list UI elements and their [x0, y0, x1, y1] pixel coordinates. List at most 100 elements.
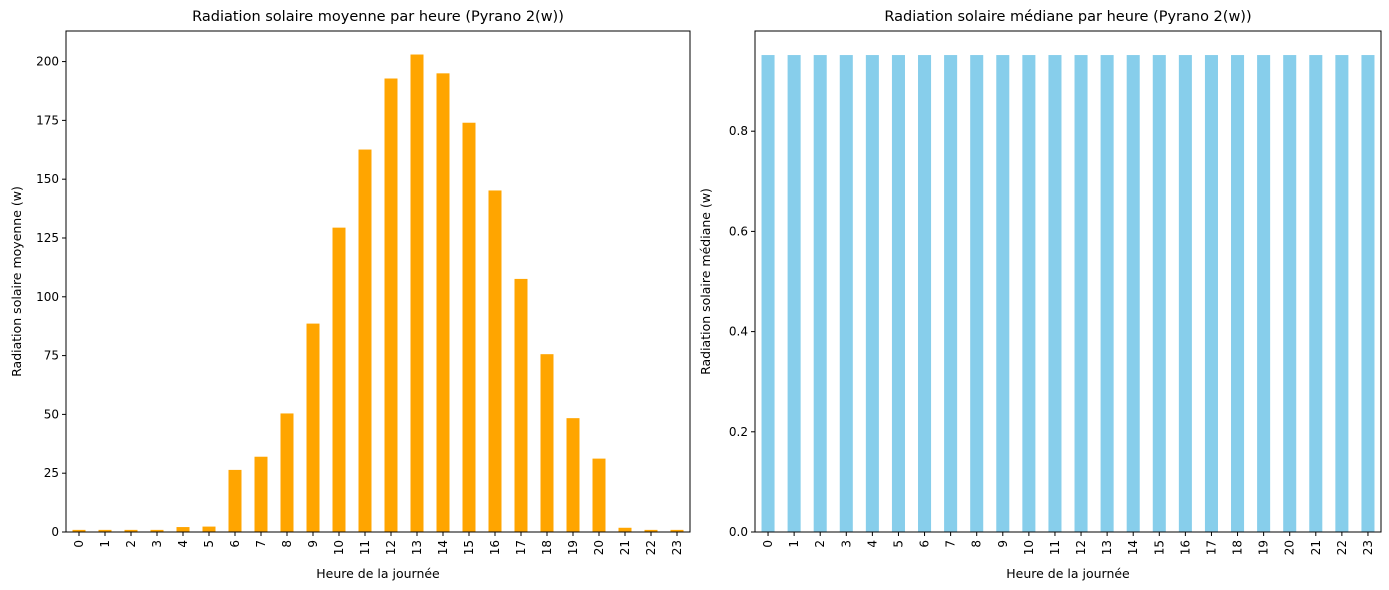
x-tick-label: 12 — [1074, 540, 1088, 555]
bar-hour-14 — [1126, 55, 1140, 533]
bar-hour-16 — [488, 190, 502, 532]
x-tick-label: 18 — [540, 540, 554, 555]
bar-hour-6 — [918, 55, 932, 533]
x-tick-label: 14 — [436, 540, 450, 555]
x-tick-label: 8 — [970, 540, 984, 548]
bar-hour-9 — [996, 55, 1010, 533]
bar-hour-22 — [1335, 55, 1349, 533]
x-tick-label: 16 — [488, 540, 502, 555]
chart-title: Radiation solaire moyenne par heure (Pyr… — [192, 9, 564, 25]
bar-hour-0 — [761, 55, 775, 533]
bar-hour-4 — [176, 527, 190, 532]
x-tick-label: 14 — [1126, 540, 1140, 555]
bar-hour-18 — [540, 354, 554, 532]
x-tick-label: 9 — [996, 540, 1010, 548]
bar-hour-2 — [124, 529, 138, 532]
bar-hour-23 — [670, 529, 684, 532]
x-tick-label: 4 — [865, 540, 879, 548]
bar-hour-3 — [150, 529, 164, 532]
x-tick-label: 20 — [592, 540, 606, 555]
x-tick-label: 11 — [1048, 540, 1062, 555]
bar-hour-14 — [436, 73, 450, 532]
bar-hour-20 — [1283, 55, 1297, 533]
x-tick-label: 5 — [891, 540, 905, 548]
bar-hour-1 — [787, 55, 801, 533]
x-tick-label: 13 — [1100, 540, 1114, 555]
bar-hour-6 — [228, 469, 242, 532]
y-tick-label: 0.8 — [729, 124, 748, 138]
y-tick-label: 125 — [36, 231, 59, 245]
x-tick-label: 6 — [918, 540, 932, 548]
x-tick-label: 10 — [332, 540, 346, 555]
x-tick-label: 17 — [1204, 540, 1218, 555]
x-tick-label: 6 — [228, 540, 242, 548]
bar-hour-22 — [644, 529, 658, 532]
bar-hour-4 — [865, 55, 879, 533]
x-tick-label: 9 — [306, 540, 320, 548]
bar-hour-9 — [306, 323, 320, 532]
y-tick-label: 100 — [36, 290, 59, 304]
bar-hour-3 — [839, 55, 853, 533]
bar-hour-13 — [1100, 55, 1114, 533]
plot-frame — [754, 30, 1382, 533]
bar-hour-10 — [1022, 55, 1036, 533]
chart-title: Radiation solaire médiane par heure (Pyr… — [884, 9, 1251, 25]
bar-hour-8 — [970, 55, 984, 533]
bar-hour-20 — [592, 458, 606, 532]
chart-mean-radiation: 0 1 2 3 4 5 6 7 8 9 10 11 12 13 14 15 16 17 18 19 20 21 22 2302… — [9, 9, 691, 581]
y-tick-label: 50 — [44, 407, 59, 421]
x-tick-label: 0 — [72, 540, 86, 548]
bar-hour-7 — [944, 55, 958, 533]
x-tick-label: 3 — [839, 540, 853, 548]
bar-hour-7 — [254, 456, 268, 532]
bar-hour-16 — [1178, 55, 1192, 533]
x-tick-label: 7 — [254, 540, 268, 548]
y-tick-label: 200 — [36, 55, 59, 69]
x-tick-label: 2 — [813, 540, 827, 548]
bar-hour-15 — [1152, 55, 1166, 533]
x-tick-label: 7 — [944, 540, 958, 548]
x-tick-label: 19 — [566, 540, 580, 555]
bar-hour-23 — [1361, 55, 1375, 533]
bar-hour-5 — [891, 55, 905, 533]
x-tick-label: 22 — [644, 540, 658, 555]
bar-hour-10 — [332, 227, 346, 532]
x-tick-label: 5 — [202, 540, 216, 548]
x-tick-label: 23 — [1361, 540, 1375, 555]
x-tick-label: 10 — [1022, 540, 1036, 555]
x-tick-label: 16 — [1178, 540, 1192, 555]
x-tick-label: 13 — [410, 540, 424, 555]
bar-hour-12 — [1074, 55, 1088, 533]
bar-hour-17 — [1204, 55, 1218, 533]
x-tick-label: 20 — [1283, 540, 1297, 555]
y-tick-label: 0.6 — [729, 224, 748, 238]
bar-hour-1 — [98, 529, 112, 532]
x-tick-label: 1 — [787, 540, 801, 548]
plot-frame — [65, 30, 691, 533]
y-tick-label: 175 — [36, 113, 59, 127]
x-tick-label: 18 — [1231, 540, 1245, 555]
bar-hour-11 — [358, 149, 372, 533]
y-tick-label: 0.4 — [729, 325, 748, 339]
x-tick-label: 19 — [1257, 540, 1271, 555]
x-tick-label: 21 — [618, 540, 632, 555]
bar-hour-5 — [202, 526, 216, 532]
y-axis-label: Radiation solaire moyenne (w) — [9, 186, 24, 377]
x-tick-label: 11 — [358, 540, 372, 555]
bar-hour-21 — [1309, 55, 1323, 533]
bar-hour-19 — [1257, 55, 1271, 533]
chart-median-radiation: 0 1 2 3 4 5 6 7 8 9 10 11 12 13 14 15 16 17 18 19 20 21 22 230.… — [698, 9, 1382, 581]
y-tick-label: 25 — [44, 466, 59, 480]
x-tick-label: 15 — [462, 540, 476, 555]
bar-hour-12 — [384, 78, 398, 532]
x-axis-label: Heure de la journée — [1006, 566, 1130, 581]
y-tick-label: 75 — [44, 349, 59, 363]
bar-hour-21 — [618, 527, 632, 532]
bar-hour-17 — [514, 278, 528, 532]
bar-hour-18 — [1231, 55, 1245, 533]
bar-hour-8 — [280, 413, 294, 532]
bar-hour-11 — [1048, 55, 1062, 533]
y-tick-label: 0 — [51, 525, 59, 539]
x-tick-label: 0 — [761, 540, 775, 548]
